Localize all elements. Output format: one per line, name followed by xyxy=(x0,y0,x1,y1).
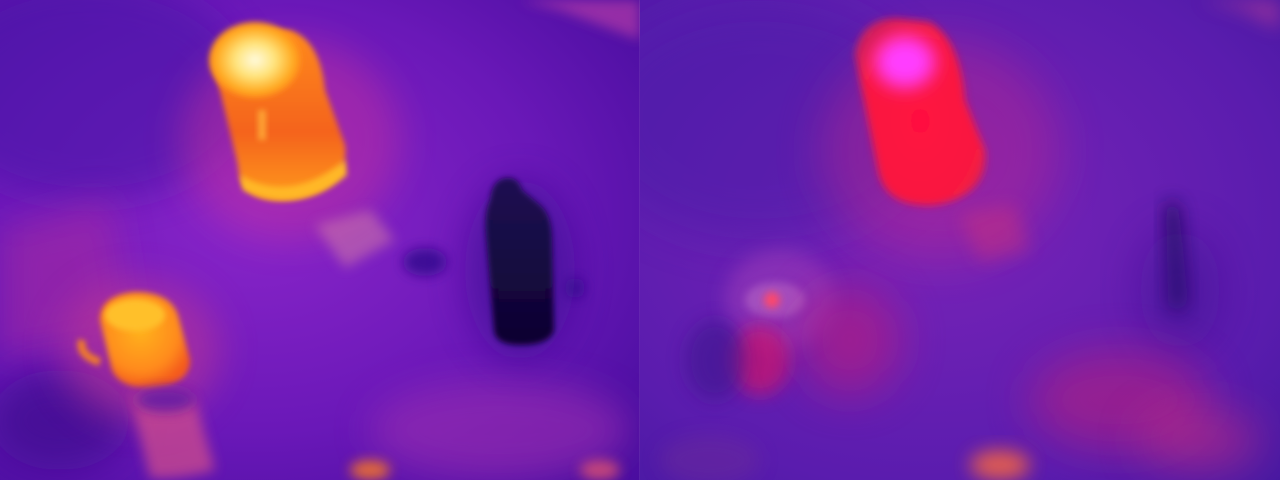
lamp-reflection xyxy=(960,205,1030,262)
bottle-shadow xyxy=(1140,230,1220,350)
bottom-right-object xyxy=(370,380,630,480)
small-cool-object xyxy=(403,248,447,276)
thermal-prediction-panel xyxy=(640,0,1280,480)
thermal-prediction-image xyxy=(640,0,1280,480)
bottom-left-object xyxy=(660,435,760,480)
lamp-flame-hotspot xyxy=(875,36,935,88)
bottom-right-object xyxy=(1140,410,1260,470)
bottom-hot-spot xyxy=(350,460,390,480)
bottom-hot-spot xyxy=(970,450,1030,480)
cold-bottle xyxy=(485,177,554,345)
table-edge-top xyxy=(520,0,640,40)
cool-object-left xyxy=(685,320,745,400)
warm-blob xyxy=(800,285,900,395)
bottom-right-spot xyxy=(580,460,620,480)
cup-lower-warm xyxy=(730,325,790,395)
lamp-reflection xyxy=(315,210,395,268)
object-below-cup xyxy=(130,391,215,479)
table-edge-top xyxy=(1200,0,1280,30)
thermal-ground-truth-image xyxy=(0,0,640,480)
lamp-flame-hotspot xyxy=(209,22,301,98)
thermal-ground-truth-panel xyxy=(0,0,640,480)
cup-handle xyxy=(77,338,102,366)
cup-rim xyxy=(105,299,165,331)
lamp-jar-base-band xyxy=(240,160,347,200)
object-below-cup-top xyxy=(135,388,195,412)
cup-hot-spot xyxy=(764,292,780,308)
lamp-inner-detail xyxy=(258,110,266,140)
